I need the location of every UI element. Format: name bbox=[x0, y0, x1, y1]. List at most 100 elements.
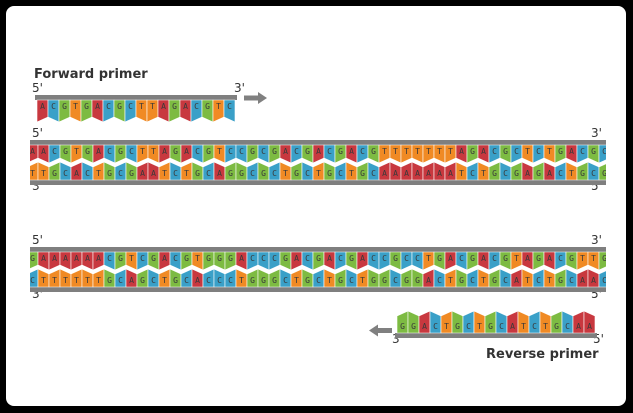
base-G bbox=[598, 163, 606, 181]
base-letter: T bbox=[52, 276, 57, 285]
base-letter: G bbox=[305, 147, 310, 156]
base-letter: A bbox=[327, 254, 332, 263]
base-letter: G bbox=[411, 322, 416, 331]
base-letter: T bbox=[444, 322, 449, 331]
base-letter: T bbox=[360, 276, 365, 285]
base-letter: T bbox=[96, 276, 101, 285]
base-letter: A bbox=[547, 169, 552, 178]
forward-primer-3-prime-label: 3' bbox=[234, 81, 245, 95]
base-letter: A bbox=[184, 147, 189, 156]
base-letter: C bbox=[338, 169, 343, 178]
forward-primer-strand-backbone bbox=[35, 95, 237, 100]
strand2-top-5-prime-label: 5' bbox=[32, 233, 43, 247]
base-letter: G bbox=[338, 276, 343, 285]
base-letter: T bbox=[525, 276, 530, 285]
base-letter: G bbox=[554, 322, 559, 331]
strand1-top-3-prime-label: 3' bbox=[591, 126, 602, 140]
base-letter: G bbox=[206, 147, 211, 156]
base-letter: T bbox=[481, 169, 486, 178]
base-letter: G bbox=[206, 254, 211, 263]
base-letter: C bbox=[217, 276, 222, 285]
base-letter: G bbox=[514, 169, 519, 178]
base-G bbox=[598, 251, 606, 271]
base-letter: C bbox=[228, 147, 233, 156]
base-letter: A bbox=[283, 147, 288, 156]
base-C bbox=[610, 162, 621, 180]
base-letter: C bbox=[558, 254, 563, 263]
base-letter: C bbox=[503, 169, 508, 178]
base-letter: T bbox=[525, 147, 530, 156]
base-letter: C bbox=[305, 169, 310, 178]
base-letter: A bbox=[161, 102, 166, 111]
base-letter: G bbox=[261, 169, 266, 178]
base-letter: T bbox=[514, 254, 519, 263]
base-letter: G bbox=[404, 276, 409, 285]
reverse-arrow-shaft bbox=[378, 328, 392, 333]
base-letter: C bbox=[106, 102, 111, 111]
base-letter: G bbox=[228, 254, 233, 263]
base-letter: G bbox=[107, 169, 112, 178]
strand2-bottom-5-prime-label: 5' bbox=[591, 287, 602, 301]
base-letter: T bbox=[437, 147, 442, 156]
base-letter: G bbox=[415, 276, 420, 285]
base-letter: T bbox=[239, 276, 244, 285]
base-letter: G bbox=[228, 169, 233, 178]
base-letter: A bbox=[415, 169, 420, 178]
strand2-bottom-3-prime-label: 3' bbox=[32, 287, 43, 301]
base-letter: A bbox=[162, 147, 167, 156]
base-letter: C bbox=[437, 276, 442, 285]
base-letter: C bbox=[316, 276, 321, 285]
base-letter: T bbox=[580, 254, 585, 263]
base-letter: G bbox=[536, 169, 541, 178]
base-letter: C bbox=[140, 254, 145, 263]
base-letter: T bbox=[283, 169, 288, 178]
base-letter: G bbox=[117, 102, 122, 111]
base-letter: C bbox=[514, 147, 519, 156]
base-letter: C bbox=[173, 169, 178, 178]
base-letter: T bbox=[547, 147, 552, 156]
base-letter: A bbox=[162, 254, 167, 263]
base-letter: T bbox=[162, 276, 167, 285]
base-letter: C bbox=[360, 147, 365, 156]
forward-arrow-icon bbox=[244, 92, 267, 104]
base-letter: G bbox=[349, 254, 354, 263]
base-letter: G bbox=[382, 276, 387, 285]
base-letter: G bbox=[250, 147, 255, 156]
base-letter: C bbox=[591, 169, 596, 178]
base-letter: T bbox=[459, 169, 464, 178]
base-letter: C bbox=[470, 169, 475, 178]
base-letter: T bbox=[150, 102, 155, 111]
forward-primer-title: Forward primer bbox=[34, 67, 148, 82]
strand1-bottom-5-prime-label: 5' bbox=[591, 179, 602, 193]
base-letter: T bbox=[294, 276, 299, 285]
base-letter: T bbox=[139, 102, 144, 111]
base-letter: C bbox=[151, 276, 156, 285]
base-letter: A bbox=[316, 147, 321, 156]
base-letter: G bbox=[371, 276, 376, 285]
base-letter: G bbox=[217, 254, 222, 263]
base-letter: T bbox=[316, 169, 321, 178]
base-letter: A bbox=[30, 147, 35, 156]
base-letter: A bbox=[580, 276, 585, 285]
base-letter: T bbox=[96, 169, 101, 178]
base-letter: G bbox=[613, 147, 618, 156]
base-letter: G bbox=[272, 276, 277, 285]
base-letter: C bbox=[569, 276, 574, 285]
reverse-primer-title: Reverse primer bbox=[486, 347, 599, 362]
base-letter: C bbox=[433, 322, 438, 331]
base-letter: C bbox=[228, 276, 233, 285]
base-letter: C bbox=[536, 147, 541, 156]
base-letter: G bbox=[503, 147, 508, 156]
base-letter: A bbox=[459, 147, 464, 156]
base-letter: G bbox=[437, 254, 442, 263]
base-letter: G bbox=[492, 169, 497, 178]
duplex2-bottom-strand-backbone bbox=[30, 287, 606, 292]
base-letter: G bbox=[580, 169, 585, 178]
base-letter: A bbox=[183, 102, 188, 111]
base-letter: T bbox=[140, 147, 145, 156]
base-letter: A bbox=[448, 169, 453, 178]
reverse-arrow-icon bbox=[369, 324, 392, 337]
strand1-bottom-3-prime-label: 3' bbox=[32, 179, 43, 193]
base-letter: C bbox=[492, 147, 497, 156]
